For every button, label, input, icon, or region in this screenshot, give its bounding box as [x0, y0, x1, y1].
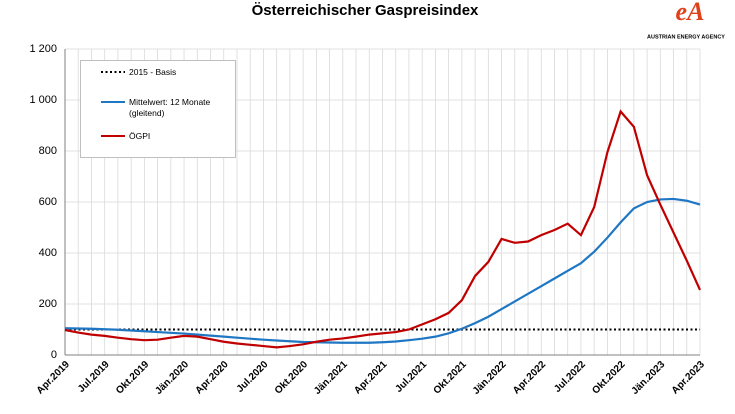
legend-label: ÖGPI [129, 131, 151, 141]
legend-item: ÖGPI [101, 131, 239, 142]
y-tick-label: 600 [39, 196, 57, 208]
x-tick-label: Jul.2019 [76, 359, 112, 395]
logo-text: AUSTRIAN ENERGY AGENCY [647, 34, 725, 40]
chart-title: Österreichischer Gaspreisindex [252, 2, 479, 19]
x-tick-label: Jul.2021 [393, 359, 429, 395]
y-tick-label: 200 [39, 298, 57, 310]
y-tick-label: 400 [39, 247, 57, 259]
x-tick-label: Okt.2022 [590, 359, 628, 397]
logo-mark: eA [676, 0, 705, 26]
legend-label: 2015 - Basis [129, 67, 177, 77]
legend-item: 2015 - Basis [101, 67, 239, 78]
legend: 2015 - Basis Mittelwert: 12 Monate (gleit… [80, 60, 236, 158]
x-tick-label: Apr.2020 [193, 359, 231, 397]
x-tick-label: Apr.2023 [670, 359, 708, 397]
y-tick-label: 1 000 [29, 94, 57, 106]
x-tick-label: Okt.2021 [432, 359, 470, 397]
x-tick-label: Okt.2020 [273, 359, 311, 397]
legend-swatch [101, 135, 125, 137]
x-tick-label: Jän.2023 [630, 359, 668, 397]
legend-label: Mittelwert: 12 Monate (gleitend) [129, 97, 211, 118]
x-tick-label: Apr.2022 [511, 359, 549, 397]
y-tick-label: 1 200 [29, 43, 57, 55]
series-line [64, 197, 701, 344]
x-tick-label: Apr.2021 [352, 359, 390, 397]
x-tick-label: Jul.2022 [552, 359, 588, 395]
x-tick-label: Apr.2019 [35, 359, 73, 397]
y-tick-label: 800 [39, 145, 57, 157]
x-tick-label: Jän.2020 [153, 359, 191, 397]
x-tick-label: Jul.2020 [235, 359, 271, 395]
series-line [64, 109, 702, 349]
legend-swatch [101, 101, 125, 103]
legend-item: Mittelwert: 12 Monate (gleitend) [101, 97, 239, 119]
x-tick-label: Okt.2019 [114, 359, 152, 397]
y-tick-label: 0 [51, 349, 57, 361]
legend-swatch [101, 71, 125, 73]
x-tick-label: Jän.2022 [471, 359, 509, 397]
x-tick-label: Jän.2021 [312, 359, 350, 397]
